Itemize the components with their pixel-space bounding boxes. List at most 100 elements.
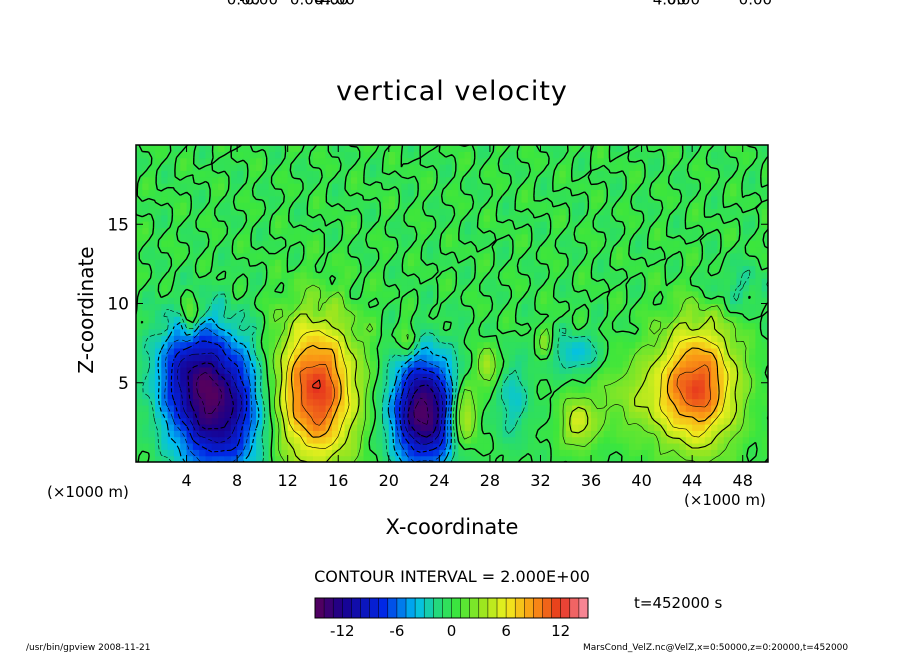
heatmap-cell bbox=[742, 335, 750, 343]
heatmap-cell bbox=[628, 379, 636, 387]
heatmap-cell bbox=[508, 360, 516, 368]
heatmap-cell bbox=[508, 259, 516, 267]
heatmap-cell bbox=[660, 398, 668, 406]
heatmap-cell bbox=[704, 354, 712, 362]
heatmap-cell bbox=[218, 385, 226, 393]
heatmap-cell bbox=[521, 214, 529, 222]
heatmap-cell bbox=[249, 164, 257, 171]
heatmap-cell bbox=[268, 303, 276, 311]
heatmap-cell bbox=[685, 316, 693, 324]
heatmap-cell bbox=[136, 271, 143, 279]
heatmap-cell bbox=[692, 157, 700, 165]
heatmap-cell bbox=[300, 430, 308, 438]
heatmap-cell bbox=[363, 366, 371, 374]
heatmap-cell bbox=[477, 164, 485, 171]
heatmap-cell bbox=[439, 379, 447, 387]
heatmap-cell bbox=[673, 366, 681, 374]
heatmap-cell bbox=[281, 354, 289, 362]
heatmap-cell bbox=[433, 366, 440, 374]
heatmap-cell bbox=[591, 227, 598, 235]
heatmap-cell bbox=[755, 183, 763, 190]
heatmap-cell bbox=[489, 379, 497, 387]
heatmap-cell bbox=[761, 449, 768, 457]
heatmap-cell bbox=[445, 341, 453, 349]
heatmap-cell bbox=[483, 347, 491, 355]
heatmap-cell bbox=[711, 265, 719, 273]
heatmap-cell bbox=[755, 246, 763, 254]
heatmap-cell bbox=[136, 145, 143, 152]
heatmap-cell bbox=[218, 303, 226, 311]
heatmap-cell bbox=[515, 417, 523, 425]
heatmap-cell bbox=[647, 423, 655, 431]
heatmap-cell bbox=[237, 436, 245, 444]
heatmap-cell bbox=[401, 373, 409, 381]
heatmap-cell bbox=[578, 265, 586, 273]
heatmap-cell bbox=[192, 170, 200, 178]
heatmap-cell bbox=[622, 233, 630, 241]
heatmap-cell bbox=[470, 297, 478, 305]
heatmap-cell bbox=[654, 170, 662, 178]
heatmap-cell bbox=[597, 208, 605, 216]
heatmap-cell bbox=[306, 265, 314, 273]
heatmap-cell bbox=[363, 290, 371, 298]
heatmap-cell bbox=[502, 157, 510, 165]
heatmap-cell bbox=[458, 436, 466, 444]
heatmap-cell bbox=[445, 303, 453, 311]
heatmap-cell bbox=[154, 430, 162, 438]
heatmap-cell bbox=[287, 303, 295, 311]
heatmap-cell bbox=[591, 423, 598, 431]
heatmap-cell bbox=[477, 221, 485, 229]
heatmap-cell bbox=[654, 316, 662, 324]
heatmap-cell bbox=[502, 176, 510, 184]
heatmap-cell bbox=[344, 208, 352, 216]
heatmap-cell bbox=[439, 284, 447, 292]
heatmap-cell bbox=[300, 271, 308, 279]
heatmap-cell bbox=[635, 221, 643, 229]
heatmap-cell bbox=[382, 278, 390, 286]
heatmap-cell bbox=[660, 221, 668, 229]
heatmap-cell bbox=[628, 265, 636, 273]
heatmap-cell bbox=[256, 392, 263, 400]
heatmap-cell bbox=[635, 145, 643, 152]
heatmap-cell bbox=[388, 278, 396, 286]
heatmap-cell bbox=[597, 195, 605, 203]
heatmap-cell bbox=[363, 423, 371, 431]
heatmap-cell bbox=[439, 392, 447, 400]
heatmap-cell bbox=[553, 252, 561, 260]
heatmap-cell bbox=[312, 309, 320, 317]
heatmap-cell bbox=[527, 202, 535, 209]
heatmap-cell bbox=[268, 335, 276, 343]
heatmap-cell bbox=[540, 259, 548, 267]
heatmap-cell bbox=[654, 398, 662, 406]
heatmap-cell bbox=[521, 259, 529, 267]
heatmap-cell bbox=[136, 189, 143, 197]
heatmap-cell bbox=[344, 151, 352, 159]
heatmap-cell bbox=[553, 151, 561, 159]
heatmap-cell bbox=[540, 151, 548, 159]
heatmap-cell bbox=[578, 322, 586, 330]
heatmap-cell bbox=[338, 259, 346, 267]
heatmap-cell bbox=[610, 360, 617, 368]
heatmap-cell bbox=[249, 411, 257, 419]
heatmap-cell bbox=[262, 221, 270, 229]
heatmap-cell bbox=[761, 347, 768, 355]
heatmap-cell bbox=[180, 176, 188, 184]
heatmap-cell bbox=[420, 309, 428, 317]
heatmap-cell bbox=[673, 309, 681, 317]
heatmap-cell bbox=[319, 328, 327, 336]
heatmap-cell bbox=[161, 398, 169, 406]
heatmap-cell bbox=[616, 430, 624, 438]
heatmap-cell bbox=[433, 354, 440, 362]
heatmap-cell bbox=[262, 398, 270, 406]
heatmap-cell bbox=[515, 183, 523, 190]
heatmap-cell bbox=[736, 202, 744, 209]
heatmap-cell bbox=[363, 379, 371, 387]
heatmap-cell bbox=[369, 278, 377, 286]
heatmap-cell bbox=[666, 430, 674, 438]
heatmap-cell bbox=[186, 214, 194, 222]
heatmap-cell bbox=[578, 328, 586, 336]
heatmap-cell bbox=[325, 145, 333, 152]
heatmap-cell bbox=[388, 265, 396, 273]
heatmap-cell bbox=[319, 423, 327, 431]
heatmap-cell bbox=[401, 214, 409, 222]
